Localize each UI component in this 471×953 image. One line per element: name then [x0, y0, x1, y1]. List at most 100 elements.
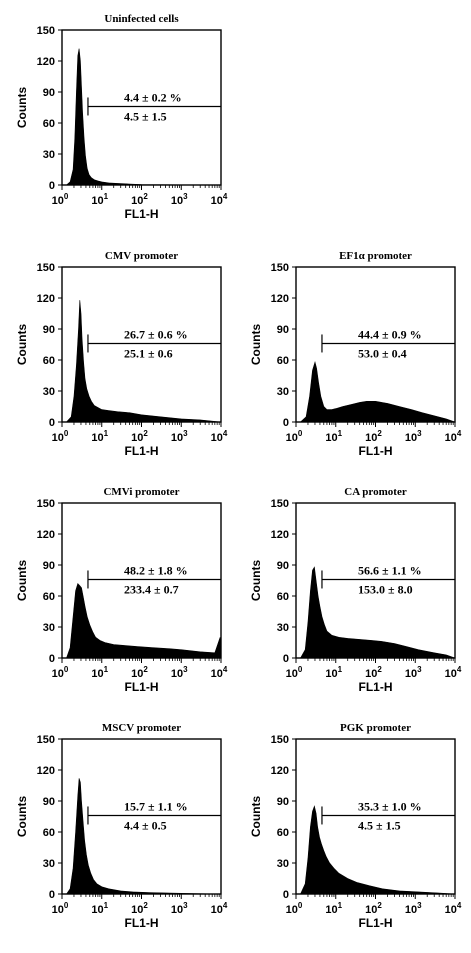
x-axis-label: FL1-H	[359, 444, 393, 458]
histogram-panel: MSCV promoter 0 30 60 90 120 150 100 101 102 103 10…	[15, 722, 228, 930]
y-tick-label: 120	[37, 529, 55, 541]
y-tick-label: 90	[43, 560, 55, 572]
y-tick-label: 120	[271, 529, 289, 541]
x-axis-label: FL1-H	[359, 680, 393, 694]
x-tick-label: 101	[91, 429, 108, 444]
y-tick-label: 150	[37, 262, 55, 274]
y-tick-label: 90	[277, 324, 289, 336]
histogram-panel: CA promoter 0 30 60 90 120 150 100 101 102 103 104 F…	[249, 486, 462, 694]
y-tick-label: 30	[43, 858, 55, 870]
fluorescence-value-label: 4.5 ± 1.5	[124, 109, 167, 123]
x-tick-label: 102	[365, 665, 382, 680]
histogram-series	[299, 566, 456, 659]
y-tick-label: 150	[37, 734, 55, 746]
x-tick-label: 103	[171, 901, 188, 916]
y-tick-label: 90	[43, 324, 55, 336]
y-tick-label: 60	[43, 827, 55, 839]
y-tick-label: 0	[283, 653, 289, 665]
y-tick-label: 150	[37, 25, 55, 37]
x-tick-label: 102	[131, 901, 148, 916]
y-tick-label: 90	[277, 560, 289, 572]
panel-title: Uninfected cells	[104, 13, 179, 25]
y-tick-label: 120	[271, 765, 289, 777]
y-tick-label: 60	[43, 591, 55, 603]
x-tick-label: 100	[52, 665, 69, 680]
x-tick-label: 101	[325, 665, 342, 680]
y-tick-label: 0	[283, 889, 289, 901]
gated-percentage-label: 56.6 ± 1.1 %	[358, 563, 422, 577]
fluorescence-value-label: 233.4 ± 0.7	[124, 582, 179, 596]
histogram-panel: CMV promoter 0 30 60 90 120 150 100 101 102 103 104…	[15, 250, 228, 458]
x-tick-label: 100	[286, 901, 303, 916]
x-tick-label: 103	[405, 901, 422, 916]
fluorescence-value-label: 4.4 ± 0.5	[124, 818, 167, 832]
panel-title: EF1α promoter	[339, 250, 412, 262]
y-tick-label: 120	[37, 293, 55, 305]
histogram-panel: PGK promoter 0 30 60 90 120 150 100 101 102 103 104…	[249, 722, 462, 930]
x-tick-label: 104	[211, 901, 228, 916]
y-tick-label: 90	[277, 796, 289, 808]
gated-percentage-label: 4.4 ± 0.2 %	[124, 90, 182, 104]
x-tick-label: 102	[131, 665, 148, 680]
x-tick-label: 100	[286, 429, 303, 444]
gated-percentage-label: 15.7 ± 1.1 %	[124, 799, 188, 813]
x-tick-label: 103	[405, 665, 422, 680]
x-tick-label: 104	[445, 665, 462, 680]
x-tick-label: 101	[325, 429, 342, 444]
y-axis-label: Counts	[249, 560, 263, 602]
gated-percentage-label: 35.3 ± 1.0 %	[358, 799, 422, 813]
y-tick-label: 120	[37, 765, 55, 777]
x-axis-label: FL1-H	[125, 680, 159, 694]
panel-title: MSCV promoter	[102, 722, 181, 734]
x-tick-label: 101	[91, 192, 108, 207]
x-tick-label: 102	[131, 429, 148, 444]
histogram-series	[65, 778, 222, 895]
y-axis-label: Counts	[249, 796, 263, 838]
x-tick-label: 102	[365, 901, 382, 916]
fluorescence-value-label: 4.5 ± 1.5	[358, 818, 401, 832]
y-tick-label: 120	[271, 293, 289, 305]
y-axis-label: Counts	[15, 87, 29, 129]
y-tick-label: 120	[37, 56, 55, 68]
y-tick-label: 0	[49, 417, 55, 429]
y-tick-label: 90	[43, 796, 55, 808]
x-tick-label: 104	[445, 429, 462, 444]
gated-percentage-label: 44.4 ± 0.9 %	[358, 327, 422, 341]
y-tick-label: 150	[271, 498, 289, 510]
x-axis-label: FL1-H	[125, 916, 159, 930]
histogram-series	[65, 300, 222, 423]
x-axis-label: FL1-H	[125, 444, 159, 458]
fluorescence-value-label: 25.1 ± 0.6	[124, 346, 173, 360]
y-axis-label: Counts	[15, 796, 29, 838]
y-axis-label: Counts	[249, 324, 263, 366]
x-tick-label: 104	[211, 429, 228, 444]
x-tick-label: 101	[325, 901, 342, 916]
panel-title: CMV promoter	[105, 250, 178, 262]
y-axis-label: Counts	[15, 324, 29, 366]
gated-percentage-label: 48.2 ± 1.8 %	[124, 563, 188, 577]
x-axis-label: FL1-H	[359, 916, 393, 930]
x-tick-label: 103	[171, 192, 188, 207]
y-tick-label: 30	[277, 622, 289, 634]
y-tick-label: 30	[277, 858, 289, 870]
panel-title: PGK promoter	[340, 722, 411, 734]
x-tick-label: 104	[211, 665, 228, 680]
histogram-series	[300, 805, 456, 895]
x-tick-label: 104	[445, 901, 462, 916]
y-tick-label: 60	[277, 591, 289, 603]
x-tick-label: 100	[52, 192, 69, 207]
fluorescence-value-label: 53.0 ± 0.4	[358, 346, 407, 360]
y-axis-label: Counts	[15, 560, 29, 602]
x-tick-label: 102	[365, 429, 382, 444]
y-tick-label: 30	[43, 386, 55, 398]
y-tick-label: 150	[37, 498, 55, 510]
y-tick-label: 60	[277, 827, 289, 839]
x-axis-label: FL1-H	[125, 207, 159, 221]
histogram-series	[66, 583, 222, 659]
y-tick-label: 30	[43, 149, 55, 161]
gated-percentage-label: 26.7 ± 0.6 %	[124, 327, 188, 341]
x-tick-label: 101	[91, 665, 108, 680]
y-tick-label: 0	[283, 417, 289, 429]
x-tick-label: 103	[171, 429, 188, 444]
